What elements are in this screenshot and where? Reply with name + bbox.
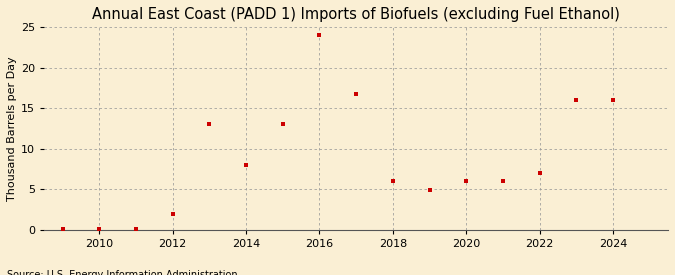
Point	[94, 227, 105, 232]
Point	[461, 179, 472, 183]
Point	[387, 179, 398, 183]
Point	[497, 179, 508, 183]
Point	[314, 33, 325, 38]
Point	[204, 122, 215, 127]
Point	[571, 98, 582, 102]
Point	[608, 98, 618, 102]
Y-axis label: Thousand Barrels per Day: Thousand Barrels per Day	[7, 56, 17, 201]
Point	[534, 171, 545, 175]
Text: Source: U.S. Energy Information Administration: Source: U.S. Energy Information Administ…	[7, 271, 238, 275]
Point	[241, 163, 252, 167]
Point	[57, 227, 68, 232]
Point	[351, 92, 362, 96]
Point	[130, 227, 141, 231]
Point	[424, 188, 435, 192]
Point	[167, 211, 178, 216]
Point	[277, 122, 288, 127]
Title: Annual East Coast (PADD 1) Imports of Biofuels (excluding Fuel Ethanol): Annual East Coast (PADD 1) Imports of Bi…	[92, 7, 620, 22]
